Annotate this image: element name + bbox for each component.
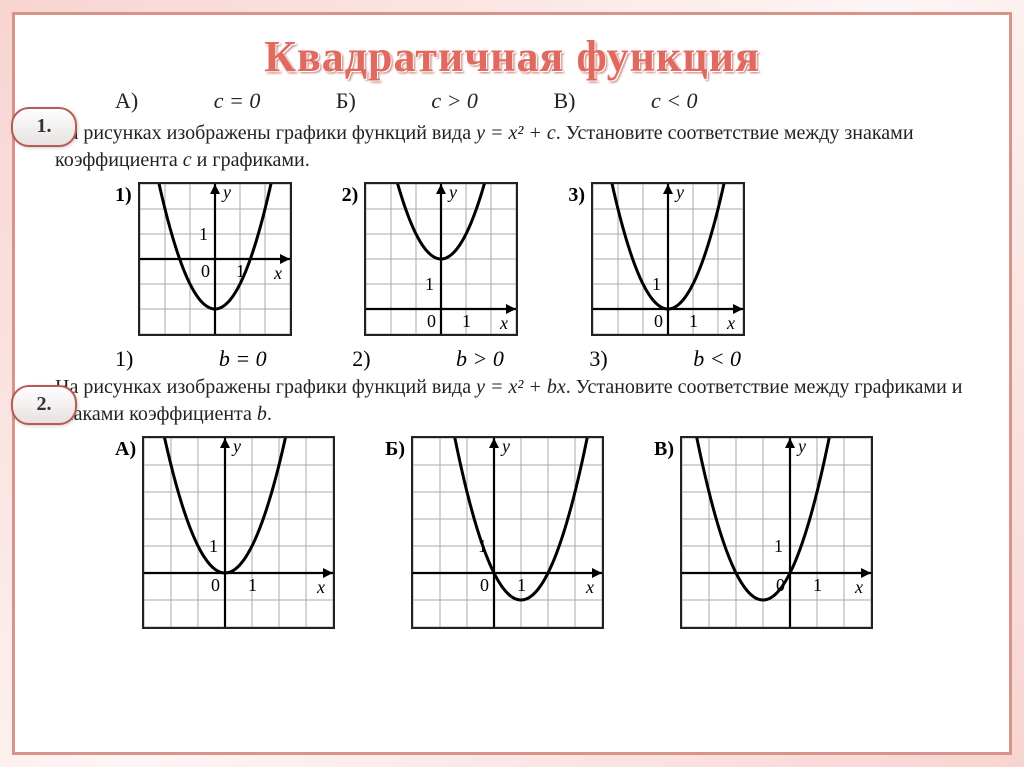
svg-text:1: 1: [689, 311, 698, 331]
parabola-chart: 0 1 1 x y: [591, 182, 745, 336]
svg-text:y: y: [500, 436, 510, 456]
svg-text:0: 0: [480, 575, 489, 595]
chart-label: В): [654, 438, 674, 461]
svg-text:x: x: [273, 263, 282, 283]
svg-text:1: 1: [425, 274, 434, 294]
svg-text:y: y: [221, 182, 231, 202]
svg-text:1: 1: [813, 575, 822, 595]
opt-2-2: 2) b > 0: [352, 346, 504, 372]
parabola-chart: 011xy: [138, 182, 292, 336]
svg-text:0: 0: [201, 261, 210, 281]
svg-text:y: y: [231, 436, 241, 456]
svg-text:y: y: [447, 182, 457, 202]
worksheet-frame: Квадратичная функция 1. А) c = 0 Б) c > …: [12, 12, 1012, 755]
chart-label: 1): [115, 184, 132, 207]
chart-item: Б)011xy: [385, 436, 604, 629]
chart-label: А): [115, 438, 136, 461]
svg-text:x: x: [726, 313, 735, 333]
chart-label: 2): [342, 184, 359, 207]
section1-charts-row: 1)011xy2)011xy3)011xy: [115, 182, 969, 336]
svg-text:1: 1: [652, 274, 661, 294]
opt-2-1: 1) b = 0: [115, 346, 267, 372]
chart-label: 3): [568, 184, 585, 207]
svg-text:1: 1: [774, 536, 783, 556]
chart-item: 1)011xy: [115, 182, 292, 336]
svg-text:0: 0: [211, 575, 220, 595]
svg-text:y: y: [796, 436, 806, 456]
svg-text:1: 1: [248, 575, 257, 595]
section2-charts-row: А) 0 1 1 x y Б) 0 1 1 x y В) 0 1 1 x y: [115, 436, 969, 629]
opt-1b: Б) c > 0: [336, 88, 478, 114]
section2-options: 1) b = 0 2) b > 0 3) b < 0: [115, 346, 969, 372]
opt-2-3: 3) b < 0: [589, 346, 741, 372]
chart-item: В)011xy: [654, 436, 873, 629]
svg-text:1: 1: [517, 575, 526, 595]
section-badge-1: 1.: [11, 107, 77, 147]
svg-text:x: x: [585, 577, 594, 597]
svg-text:x: x: [316, 577, 325, 597]
svg-text:0: 0: [654, 311, 663, 331]
chart-item: 3) 0 1 1 x y: [568, 182, 745, 336]
parabola-chart: 0 1 1 x y: [142, 436, 335, 629]
chart-item: 2) 0 1 1 x y: [342, 182, 519, 336]
svg-text:x: x: [854, 577, 863, 597]
svg-text:0: 0: [427, 311, 436, 331]
svg-text:y: y: [674, 182, 684, 202]
page-title: Квадратичная функция: [55, 31, 969, 82]
opt-1c: В) c < 0: [553, 88, 697, 114]
section2-description: На рисунках изображены графики функций в…: [55, 374, 969, 428]
svg-text:1: 1: [209, 536, 218, 556]
chart-item: А) 0 1 1 x y: [115, 436, 335, 629]
section1-options: А) c = 0 Б) c > 0 В) c < 0: [115, 88, 969, 114]
svg-text:1: 1: [199, 224, 208, 244]
parabola-chart: 011xy: [680, 436, 873, 629]
svg-text:x: x: [499, 313, 508, 333]
opt-1a: А) c = 0: [115, 88, 260, 114]
section1-description: На рисунках изображены графики функций в…: [55, 120, 969, 174]
section-badge-2: 2.: [11, 385, 77, 425]
parabola-chart: 0 1 1 x y: [364, 182, 518, 336]
parabola-chart: 011xy: [411, 436, 604, 629]
chart-label: Б): [385, 438, 405, 461]
svg-text:1: 1: [462, 311, 471, 331]
